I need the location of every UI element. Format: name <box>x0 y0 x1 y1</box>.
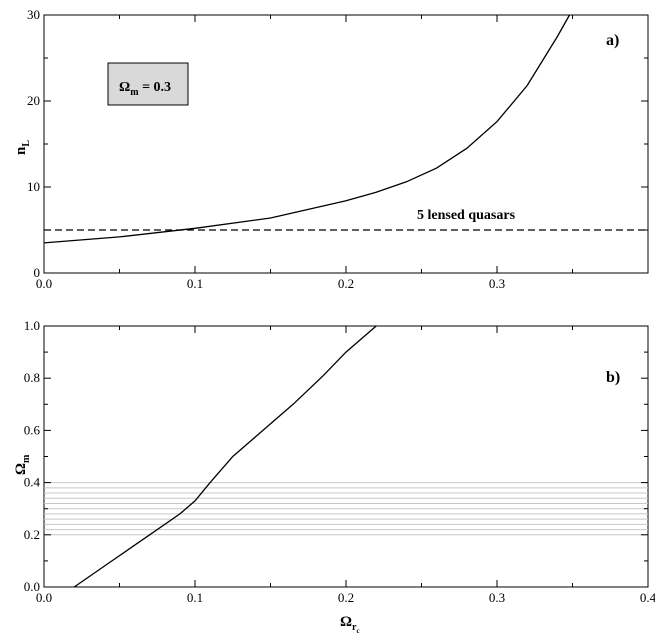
y-label-sub: L <box>21 140 32 147</box>
x-tick-label: 0.3 <box>489 276 505 291</box>
inset-box-label: Ωm = 0.3 <box>119 80 171 98</box>
y-tick-label: 0.0 <box>24 579 40 594</box>
inset-box: Ωm = 0.3 <box>107 62 189 106</box>
y-tick-label: 0.4 <box>24 475 41 490</box>
y-label-main: Ω <box>13 463 29 475</box>
panel-a-frame <box>43 14 649 274</box>
panel-b: 0.0 0.1 0.2 0.3 0.40.00.20.40.60.81.0 b) Ωm … <box>13 318 655 635</box>
x-tick-label: 0.0 <box>36 276 52 291</box>
x-tick-label: 0.4 <box>640 590 655 605</box>
y-label-main: n <box>13 146 29 155</box>
inset-symbol: Ω <box>119 80 130 95</box>
panel-a: 0.0 0.1 0.2 0.3 0 10 20 30 Ωm = 0.3 5 lensed qu… <box>13 7 649 291</box>
y-tick-label: 0.8 <box>24 370 40 385</box>
panel-b-tag: b) <box>606 369 620 386</box>
x-tick-label: 0.2 <box>338 276 354 291</box>
y-label-sub: m <box>21 454 32 463</box>
x-label-subsub: c <box>356 627 359 635</box>
y-tick-label: 1.0 <box>24 318 40 333</box>
panel-b-curve-group <box>73 325 377 588</box>
series-line <box>43 14 571 244</box>
inset-box-background <box>107 62 189 106</box>
y-tick-label: 0.6 <box>24 422 41 437</box>
panel-b-frame <box>43 325 649 588</box>
panel-b-y-axis-label: Ωm <box>13 454 32 475</box>
panel-a-curve-group <box>43 14 571 244</box>
panel-b-x-axis-label: Ωrc <box>340 614 360 635</box>
shaded-band <box>44 482 648 536</box>
x-tick-label: 0.1 <box>187 590 203 605</box>
series-line <box>73 325 377 588</box>
x-tick-label: 0.1 <box>187 276 203 291</box>
y-tick-label: 30 <box>27 7 40 22</box>
y-tick-label: 20 <box>27 93 40 108</box>
inset-subscript: m <box>130 87 139 98</box>
panel-a-tag: a) <box>606 32 619 49</box>
x-label-main: Ω <box>340 614 352 630</box>
inset-value: = 0.3 <box>139 80 171 95</box>
y-tick-label: 0 <box>34 265 41 280</box>
panel-a-ticks: 0.0 0.1 0.2 0.3 0 10 20 30 <box>27 7 648 291</box>
panel-a-y-axis-label: nL <box>13 140 32 155</box>
x-label-sub: r <box>352 622 357 633</box>
x-tick-label: 0.3 <box>489 590 505 605</box>
reference-line-label: 5 lensed quasars <box>417 208 516 223</box>
y-tick-label: 0.2 <box>24 527 40 542</box>
y-tick-label: 10 <box>27 179 40 194</box>
x-tick-label: 0.0 <box>36 590 52 605</box>
panel-b-ticks: 0.0 0.1 0.2 0.3 0.4 0.0 0.2 0.4 0.6 0.8 1.0 <box>24 318 655 605</box>
x-tick-label: 0.2 <box>338 590 354 605</box>
